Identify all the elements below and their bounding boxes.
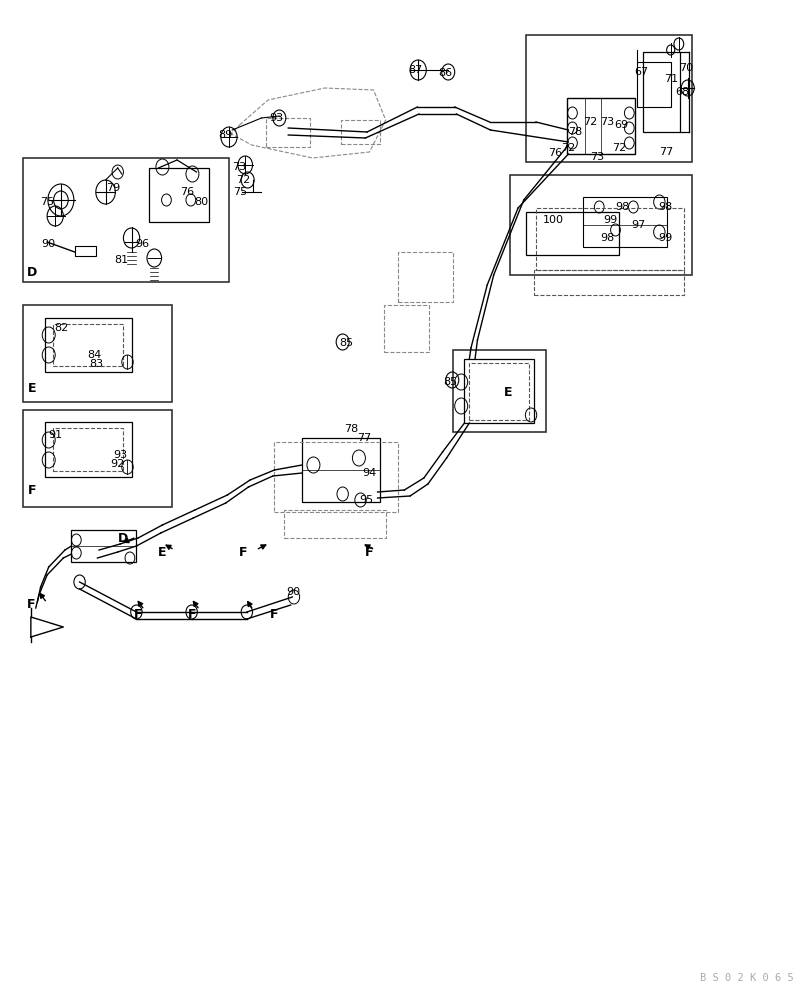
Text: 73: 73	[599, 117, 614, 127]
Text: 92: 92	[109, 459, 124, 469]
Text: 75: 75	[233, 187, 247, 197]
Text: F: F	[134, 608, 142, 621]
Bar	[23, 158, 229, 282]
Text: 73: 73	[590, 152, 604, 162]
Text: 98: 98	[658, 202, 672, 212]
Text: 71: 71	[663, 74, 677, 84]
Text: 87: 87	[408, 65, 423, 75]
Text: E: E	[158, 546, 166, 558]
Bar	[636, 62, 670, 107]
Text: 76: 76	[547, 148, 562, 158]
Bar	[302, 438, 380, 502]
Text: F: F	[364, 546, 372, 558]
Text: 77: 77	[356, 433, 371, 443]
Text: 69: 69	[613, 120, 628, 130]
Text: E: E	[504, 385, 512, 398]
Bar	[453, 350, 545, 432]
Text: 78: 78	[343, 424, 358, 434]
Text: 85: 85	[443, 377, 457, 387]
Text: F: F	[28, 484, 36, 496]
Text: 99: 99	[603, 215, 617, 225]
Bar	[526, 35, 691, 162]
Text: 72: 72	[582, 117, 597, 127]
Bar	[284, 510, 385, 538]
Text: F: F	[27, 598, 35, 611]
Text: 93: 93	[268, 113, 283, 123]
Text: 89: 89	[218, 130, 233, 140]
Bar	[75, 246, 96, 256]
Bar	[642, 52, 680, 132]
Text: F: F	[270, 608, 278, 621]
Bar	[526, 212, 618, 255]
Bar	[534, 270, 683, 295]
Text: 72: 72	[236, 175, 251, 185]
Bar	[464, 359, 534, 423]
Bar	[23, 305, 172, 402]
Text: 72: 72	[560, 143, 575, 153]
Text: 90: 90	[285, 587, 300, 597]
Text: 94: 94	[362, 468, 376, 478]
Bar	[535, 208, 683, 270]
Text: 75: 75	[40, 197, 54, 207]
Text: 93: 93	[113, 450, 127, 460]
Text: 68: 68	[674, 87, 689, 97]
Bar	[341, 120, 380, 144]
Text: 76: 76	[179, 187, 194, 197]
Text: 84: 84	[87, 350, 101, 360]
Text: 79: 79	[106, 183, 121, 193]
Text: D: D	[28, 265, 37, 278]
Text: 77: 77	[658, 147, 672, 157]
Text: 83: 83	[88, 359, 103, 369]
Bar	[53, 324, 123, 366]
Text: 100: 100	[543, 215, 564, 225]
Text: 91: 91	[48, 430, 62, 440]
Text: 90: 90	[41, 239, 56, 249]
Bar	[45, 318, 131, 372]
Bar	[53, 428, 123, 471]
Text: F: F	[187, 608, 195, 621]
Text: D: D	[118, 532, 128, 544]
Bar	[45, 422, 131, 477]
Text: 67: 67	[633, 67, 648, 77]
Text: 81: 81	[114, 255, 129, 265]
Bar	[71, 530, 135, 562]
Text: 78: 78	[567, 127, 581, 137]
Text: E: E	[28, 381, 36, 394]
Bar	[397, 252, 453, 302]
Bar	[266, 118, 310, 147]
Text: 73: 73	[232, 162, 247, 172]
Bar	[566, 98, 634, 154]
Text: 98: 98	[614, 202, 629, 212]
Bar	[274, 442, 397, 512]
Bar	[469, 363, 529, 420]
Text: F: F	[239, 546, 247, 558]
Text: 98: 98	[599, 233, 614, 243]
Bar	[582, 197, 667, 247]
Text: 82: 82	[54, 323, 69, 333]
Text: 99: 99	[658, 233, 672, 243]
Text: 72: 72	[611, 143, 625, 153]
Bar	[23, 410, 172, 507]
Text: 86: 86	[437, 68, 452, 78]
Text: 97: 97	[630, 220, 645, 230]
Text: 80: 80	[194, 197, 208, 207]
Text: 96: 96	[135, 239, 149, 249]
Bar	[148, 168, 209, 222]
Text: 70: 70	[678, 63, 693, 73]
Text: B S 0 2 K 0 6 5: B S 0 2 K 0 6 5	[699, 973, 793, 983]
Text: 95: 95	[358, 495, 373, 505]
Bar	[384, 305, 428, 352]
Bar	[509, 175, 691, 275]
Text: 85: 85	[339, 338, 354, 348]
